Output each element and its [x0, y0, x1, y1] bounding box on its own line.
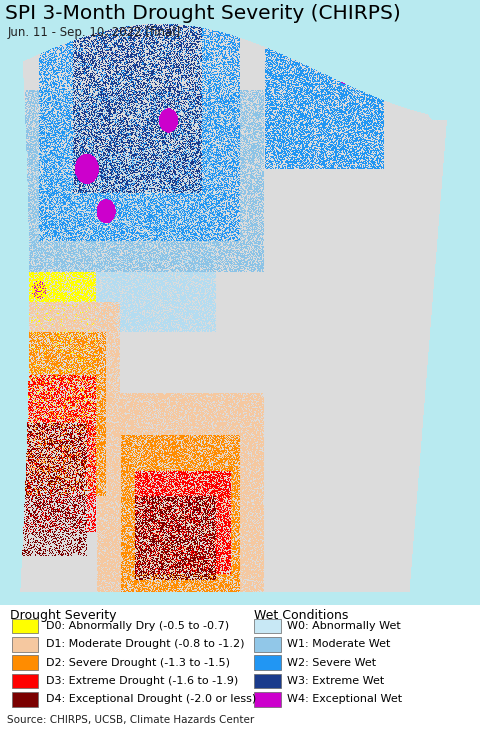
Text: D1: Moderate Drought (-0.8 to -1.2): D1: Moderate Drought (-0.8 to -1.2) — [46, 639, 244, 650]
Bar — [254, 656, 281, 670]
Text: Jun. 11 - Sep. 10, 2022 [final]: Jun. 11 - Sep. 10, 2022 [final] — [7, 26, 180, 39]
Bar — [254, 692, 281, 707]
Bar — [12, 692, 38, 707]
Text: SPI 3-Month Drought Severity (CHIRPS): SPI 3-Month Drought Severity (CHIRPS) — [5, 4, 400, 23]
Text: W0: Abnormally Wet: W0: Abnormally Wet — [287, 621, 401, 631]
Text: Wet Conditions: Wet Conditions — [254, 610, 349, 622]
Bar — [254, 637, 281, 652]
Text: D2: Severe Drought (-1.3 to -1.5): D2: Severe Drought (-1.3 to -1.5) — [46, 658, 229, 668]
Bar — [12, 618, 38, 634]
Bar — [12, 674, 38, 688]
Text: Drought Severity: Drought Severity — [10, 610, 116, 622]
Text: W1: Moderate Wet: W1: Moderate Wet — [287, 639, 390, 650]
Text: W3: Extreme Wet: W3: Extreme Wet — [287, 676, 384, 686]
Bar — [12, 656, 38, 670]
Bar — [254, 618, 281, 634]
Bar — [254, 674, 281, 688]
Text: D0: Abnormally Dry (-0.5 to -0.7): D0: Abnormally Dry (-0.5 to -0.7) — [46, 621, 229, 631]
Text: D4: Exceptional Drought (-2.0 or less): D4: Exceptional Drought (-2.0 or less) — [46, 694, 256, 704]
Text: D3: Extreme Drought (-1.6 to -1.9): D3: Extreme Drought (-1.6 to -1.9) — [46, 676, 238, 686]
Text: Source: CHIRPS, UCSB, Climate Hazards Center: Source: CHIRPS, UCSB, Climate Hazards Ce… — [7, 715, 254, 725]
Text: W2: Severe Wet: W2: Severe Wet — [287, 658, 376, 668]
Text: W4: Exceptional Wet: W4: Exceptional Wet — [287, 694, 402, 704]
Bar — [12, 637, 38, 652]
